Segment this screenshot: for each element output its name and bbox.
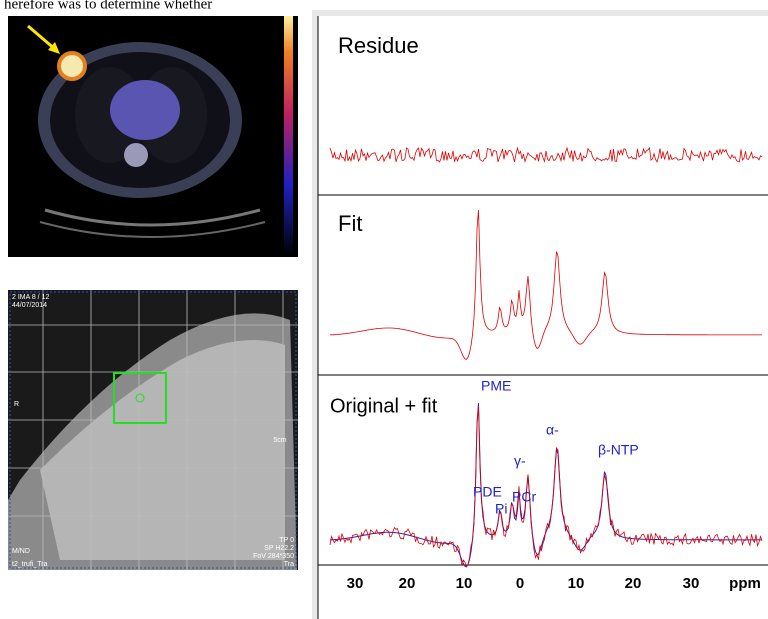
peak-label: β-NTP (598, 442, 639, 458)
peak-label: Pi (495, 501, 507, 517)
peak-label: PDE (473, 484, 502, 500)
spectrum-line (329, 146, 763, 163)
axis-tick-label: 10 (568, 575, 585, 592)
axis-tick-label: 0 (516, 575, 524, 592)
panel-title: Fit (338, 211, 362, 236)
axis-unit: ppm (729, 575, 761, 592)
mri-label: 5cm (273, 437, 286, 444)
peak-label: α- (546, 422, 559, 438)
mri-label: Tra (284, 561, 294, 568)
axis-tick-label: 30 (683, 575, 700, 592)
axis-tick-label: 20 (625, 575, 642, 592)
axis-tick-label: 20 (399, 575, 416, 592)
mri-label: 2 IMA 8 / 12 (12, 294, 49, 301)
mri-label: FoV 284*350 (253, 553, 294, 560)
peak-label: PME (481, 378, 511, 394)
panel-title: Residue (338, 33, 419, 58)
mri-label: R (14, 401, 19, 408)
mri-label: t2_trufi_Tra (12, 561, 48, 568)
mri-label: 44/07/2014 (12, 302, 47, 309)
peak-label: γ- (514, 453, 526, 469)
spectrum-line (329, 209, 762, 360)
panel-background (318, 16, 768, 619)
axis-tick-label: 10 (456, 575, 473, 592)
header-text: herefore was to determine whether (4, 0, 212, 12)
mri-image (8, 290, 298, 570)
spectrum-line (329, 406, 763, 568)
panel-title: Original + fit (330, 395, 438, 417)
mri-label: SP H22.2 (264, 545, 294, 552)
axis-tick-label: 30 (347, 575, 364, 592)
pet-ct-image (8, 16, 298, 257)
mri-label: TP 0 (279, 537, 294, 544)
peak-label: PCr (512, 489, 536, 505)
spectrum-line (329, 403, 762, 568)
mri-label: M/ND (12, 548, 30, 555)
